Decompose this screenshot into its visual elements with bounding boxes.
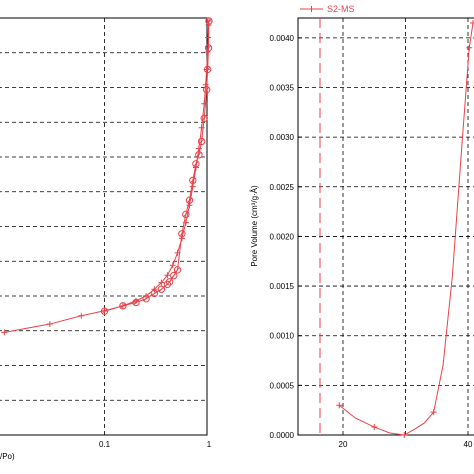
adsorption-point [78,312,85,319]
right-y-tick-label: 0.0000 [270,431,295,440]
adsorption-point [169,262,176,269]
desorption-point [178,230,186,238]
right-y-tick-label: 0.0025 [270,183,295,192]
adsorption-point [1,329,8,336]
right-y-axis-label: Pore Volume (cm³/g·Å) [250,185,259,267]
right-plot-frame [297,17,474,436]
left-x-tick-label: 0.1 [99,440,111,449]
pore-volume-point [401,432,408,438]
left-x-tick-label: 1 [207,440,212,449]
right-legend: S2-MS [300,4,355,14]
right-chart-panel: 0.0000 0.0005 0.0010 0.0015 0.0020 0.0025 0.00… [250,4,474,449]
right-grid [298,18,474,436]
desorption-point-slash [193,161,199,167]
adsorption-point [46,321,53,328]
right-y-tick-label: 0.0005 [270,381,295,390]
pore-volume-point [466,44,473,51]
desorption-point [182,210,190,219]
desorption-line [104,20,210,312]
right-x-tick-labels: 20 40 [339,440,473,449]
pore-volume-point [336,402,343,409]
left-grid [0,18,207,435]
desorption-point [100,307,109,315]
pore-volume-point [371,424,378,431]
desorption-point-slash [201,115,207,121]
desorption-point [163,280,172,289]
desorption-point-slash [206,45,212,51]
right-y-tick-label: 0.0015 [270,282,295,291]
desorption-point-slash [151,290,157,296]
desorption-point [142,295,150,303]
desorption-point-slash [204,87,210,93]
desorption-point-slash [102,308,107,314]
desorption-point-slash [171,273,177,279]
pore-volume-point [430,409,437,416]
left-chart-panel: 0.1 1 /Po) [0,17,213,461]
desorption-point [189,176,197,185]
left-x-axis-label: /Po) [0,452,15,461]
adsorption-point [201,100,208,107]
desorption-point-slash [179,231,185,237]
right-y-tick-labels: 0.0000 0.0005 0.0010 0.0015 0.0020 0.0025 0.00… [270,34,295,440]
left-plot-frame [0,17,208,436]
desorption-point [132,298,140,307]
adsorption-point [151,286,158,293]
desorption-point [200,114,208,122]
desorption-point-slash [186,197,192,203]
right-y-tick-label: 0.0040 [270,34,295,43]
desorption-point [205,17,213,25]
adsorption-point [204,49,211,56]
pore-volume-point [470,19,474,26]
desorption-point [203,65,212,74]
desorption-point-slash [196,152,202,158]
pore-volume-line [338,22,474,436]
left-tick-labels: 0.1 1 [99,440,212,449]
desorption-point [192,160,200,168]
adsorption-point [189,183,196,190]
desorption-point [165,278,174,286]
desorption-point-slash [143,296,149,302]
desorption-point-slash [205,66,211,72]
desorption-point-slash [120,303,126,309]
adsorption-point [195,145,202,152]
desorption-point [119,302,127,310]
legend-entry-label: S2-MS [327,4,355,14]
right-y-tick-label: 0.0010 [270,332,295,341]
right-y-tick-label: 0.0030 [270,133,295,142]
adsorption-point [158,279,165,286]
desorption-point-slash [133,300,139,306]
desorption-point [173,266,182,274]
desorption-point [150,289,159,298]
left-series-group [1,17,213,336]
desorption-point-slash [199,138,205,144]
desorption-point-slash [164,281,170,287]
right-x-tick-label: 20 [339,440,348,449]
right-x-tick-label: 40 [464,440,473,449]
right-y-tick-label: 0.0035 [270,84,295,93]
desorption-point-slash [190,177,196,183]
adsorption-point [205,34,212,41]
desorption-point-slash [206,18,212,24]
desorption-point [170,271,178,280]
desorption-point [202,86,211,94]
desorption-point-slash [158,286,164,292]
desorption-point [204,44,213,52]
adsorption-point [164,272,171,279]
right-series-group [336,19,474,438]
right-y-tick-label: 0.0020 [270,232,295,241]
desorption-point-slash [183,211,189,217]
legend-marker-swatch [308,6,315,12]
adsorption-line [4,20,210,333]
desorption-point [157,285,166,293]
desorption-point [185,196,194,204]
desorption-point [197,137,206,146]
desorption-point [195,151,203,159]
desorption-point-slash [175,267,181,273]
